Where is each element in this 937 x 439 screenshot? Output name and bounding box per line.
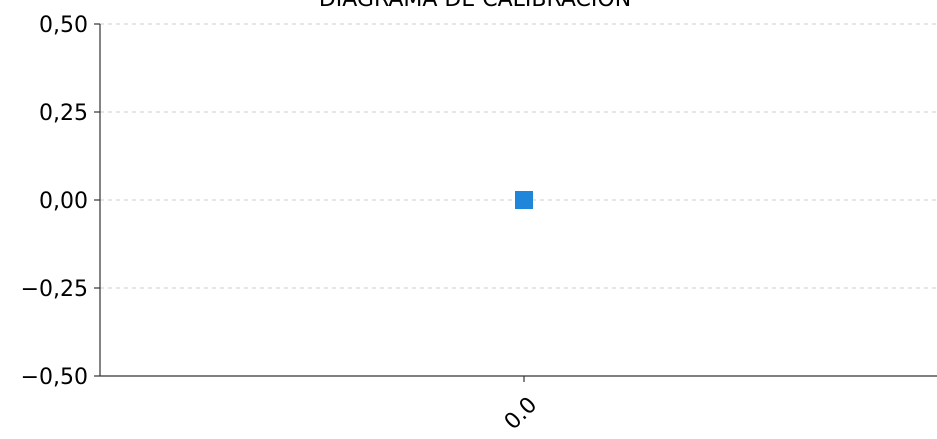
y-tick-label-1: 0,25 (39, 101, 88, 126)
tick-layer: 0,50 0,25 0,00 −0,25 −0,50 0.0 (21, 13, 543, 435)
axis-layer (94, 23, 937, 382)
x-tick-label-0: 0.0 (500, 393, 542, 435)
data-point-0-0 (515, 191, 533, 209)
y-tick-label-2: 0,00 (39, 189, 88, 214)
y-tick-label-4: −0,50 (21, 365, 88, 390)
y-tick-label-3: −0,25 (21, 277, 88, 302)
y-tick-label-0: 0,50 (39, 13, 88, 38)
chart-title: DIAGRAMA DE CALIBRACIÓN (319, 0, 631, 12)
data-points (515, 191, 533, 209)
